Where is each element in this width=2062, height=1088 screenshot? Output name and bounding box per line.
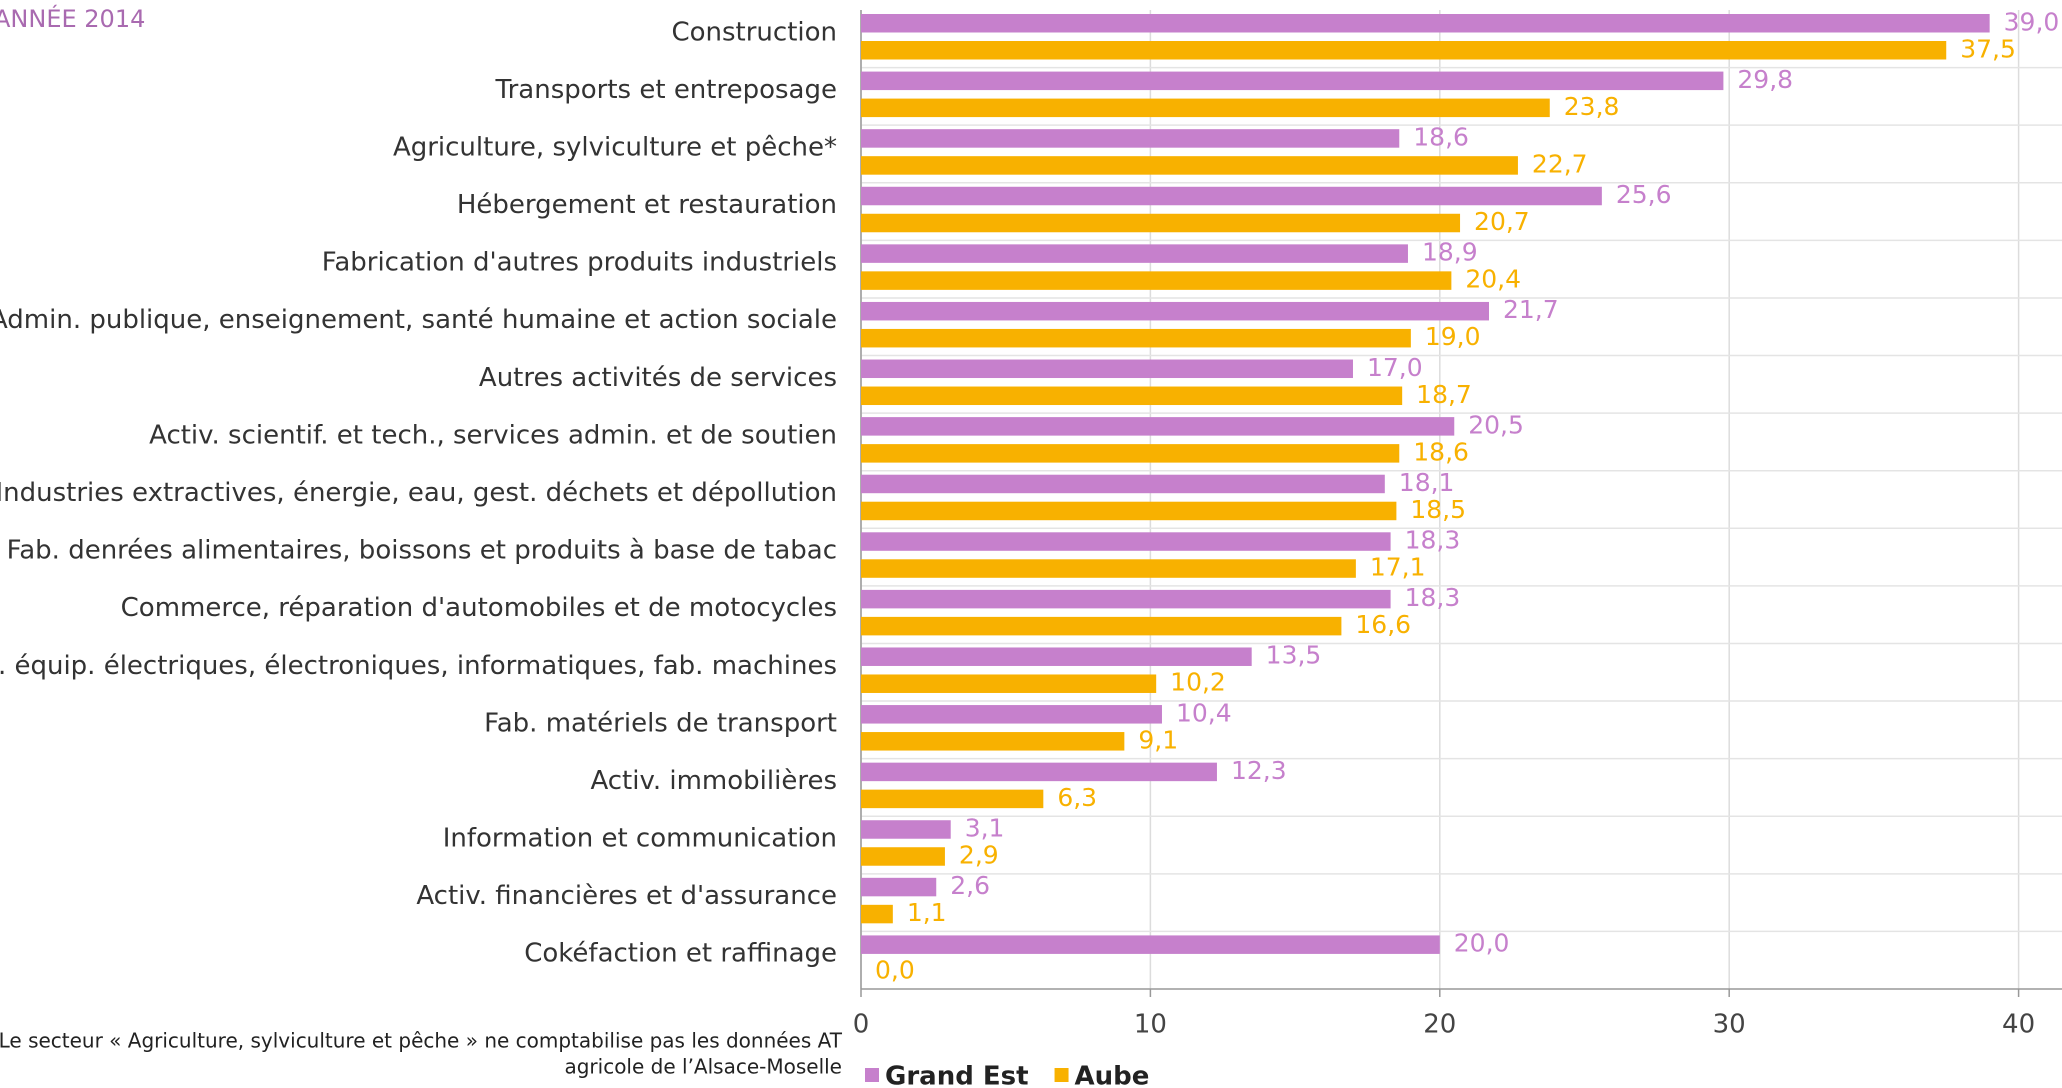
y-tick-label: Transports et entreposage — [495, 75, 837, 105]
bar — [861, 589, 1391, 609]
value-label: 0,0 — [875, 956, 915, 985]
bar — [861, 444, 1400, 463]
bar — [861, 186, 1602, 206]
bar — [861, 156, 1518, 175]
value-label: 20,5 — [1468, 410, 1524, 439]
bar — [861, 301, 1489, 321]
value-label: 20,4 — [1465, 265, 1521, 294]
x-tick-label: 30 — [1713, 1010, 1746, 1040]
value-label: 22,7 — [1532, 149, 1588, 178]
value-label: 18,9 — [1422, 238, 1478, 267]
bar — [861, 762, 1217, 782]
value-label: 37,5 — [1960, 34, 2016, 63]
bar — [861, 705, 1162, 724]
bar — [861, 244, 1408, 263]
bar — [861, 328, 1411, 348]
bar — [861, 71, 1724, 91]
value-label: 13,5 — [1266, 641, 1322, 670]
value-label: 16,6 — [1355, 610, 1411, 639]
y-tick-label: Activ. immobilières — [590, 766, 837, 796]
y-tick-label: Fab. équip. électriques, électroniques, … — [0, 651, 837, 681]
value-label: 20,0 — [1454, 929, 1510, 958]
y-tick-label: Agriculture, sylviculture et pêche* — [393, 132, 837, 162]
bar — [861, 904, 893, 924]
value-label: 10,4 — [1176, 698, 1232, 727]
bar — [861, 820, 951, 839]
bar — [861, 41, 1947, 60]
y-tick-label: Hébergement et restauration — [457, 190, 837, 220]
value-label: 17,1 — [1370, 553, 1426, 582]
value-label: 39,0 — [2004, 7, 2060, 36]
value-label: 2,9 — [959, 840, 999, 869]
value-label: 12,3 — [1231, 756, 1287, 785]
y-tick-label: Admin. publique, enseignement, santé hum… — [0, 305, 837, 335]
legend-swatch — [1054, 1068, 1069, 1082]
value-label: 3,1 — [965, 813, 1005, 842]
bar — [861, 532, 1391, 551]
x-tick-label: 10 — [1134, 1010, 1167, 1040]
value-label: 20,7 — [1474, 207, 1530, 236]
value-label: 19,0 — [1425, 322, 1481, 351]
footnote: agricole de l’Alsace-Moselle — [564, 1055, 842, 1079]
value-label: 18,1 — [1399, 468, 1455, 497]
y-tick-label: Activ. scientif. et tech., services admi… — [149, 420, 837, 450]
bar — [861, 386, 1403, 406]
y-tick-label: Fab. denrées alimentaires, boissons et p… — [7, 536, 837, 566]
bar — [861, 559, 1356, 578]
value-label: 18,3 — [1405, 526, 1461, 555]
bar — [861, 14, 1990, 33]
bar — [861, 616, 1342, 636]
x-tick-label: 40 — [2002, 1010, 2035, 1040]
value-label: 18,7 — [1416, 380, 1472, 409]
y-tick-label: Activ. financières et d'assurance — [416, 881, 837, 911]
footnote: *Le secteur « Agriculture, sylviculture … — [0, 1029, 843, 1053]
bar — [861, 501, 1397, 521]
value-label: 6,3 — [1057, 783, 1097, 812]
bar — [861, 359, 1353, 379]
value-label: 25,6 — [1616, 180, 1672, 209]
bar — [861, 674, 1157, 693]
y-tick-label: Industries extractives, énergie, eau, ge… — [0, 478, 837, 508]
bar — [861, 98, 1550, 118]
bar — [861, 732, 1125, 751]
y-tick-label: Construction — [671, 17, 837, 47]
bar — [861, 877, 937, 897]
bar — [861, 129, 1400, 148]
legend-swatch — [865, 1068, 879, 1082]
y-tick-label: Cokéfaction et raffinage — [524, 939, 837, 969]
y-tick-label: Fab. matériels de transport — [484, 708, 837, 738]
bar — [861, 935, 1440, 954]
y-tick-label: Fabrication d'autres produits industriel… — [322, 248, 837, 278]
y-tick-label: Information et communication — [443, 824, 837, 854]
value-label: 10,2 — [1170, 668, 1226, 697]
value-label: 21,7 — [1503, 295, 1559, 324]
legend-label: Aube — [1075, 1062, 1150, 1088]
bar — [861, 789, 1044, 809]
value-label: 9,1 — [1138, 725, 1178, 754]
value-label: 29,8 — [1737, 65, 1793, 94]
legend-label: Grand Est — [885, 1062, 1029, 1088]
bar — [861, 417, 1455, 436]
y-tick-label: Commerce, réparation d'automobiles et de… — [121, 593, 837, 623]
x-tick-label: 20 — [1423, 1010, 1456, 1040]
x-tick-label: 0 — [853, 1010, 870, 1040]
bar — [861, 271, 1452, 290]
value-label: 2,6 — [950, 871, 990, 900]
bar — [861, 474, 1385, 494]
bar — [861, 847, 945, 866]
y-tick-label: Autres activités de services — [479, 363, 837, 393]
value-label: 17,0 — [1367, 353, 1423, 382]
value-label: 23,8 — [1564, 92, 1620, 121]
value-label: 18,6 — [1413, 437, 1469, 466]
value-label: 18,6 — [1413, 122, 1469, 151]
bar — [861, 647, 1252, 666]
value-label: 18,3 — [1405, 583, 1461, 612]
bar — [861, 213, 1461, 233]
chart-title: ANNÉE 2014 — [0, 4, 145, 33]
value-label: 18,5 — [1410, 495, 1466, 524]
value-label: 1,1 — [907, 898, 947, 927]
